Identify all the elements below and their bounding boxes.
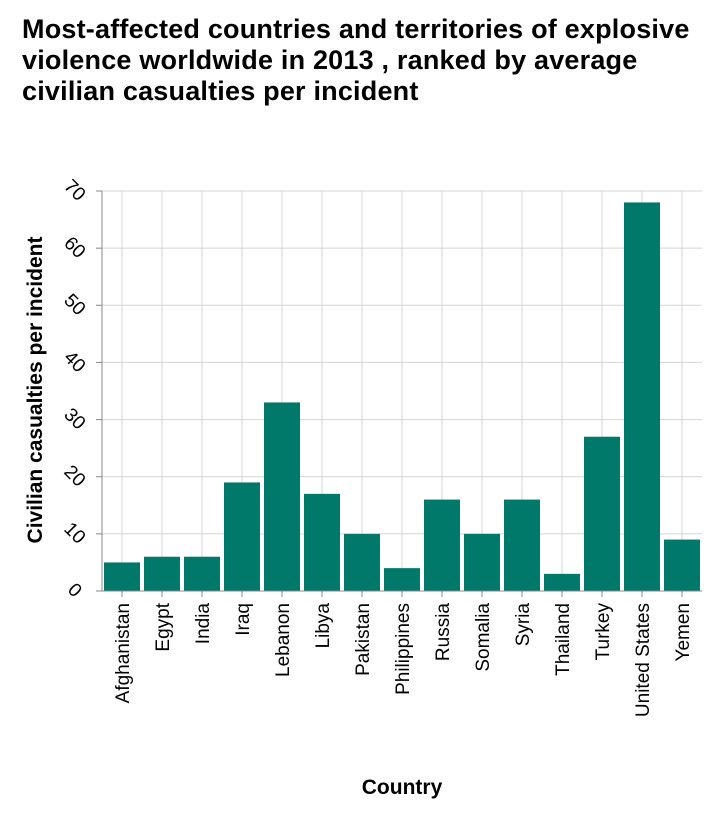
- bar-russia: [424, 499, 460, 591]
- x-tick-label: Russia: [433, 603, 454, 662]
- y-tick-label: 20: [59, 461, 89, 491]
- bar-afghanistan: [104, 562, 140, 591]
- x-tick-label: Pakistan: [353, 603, 374, 676]
- x-tick-label: Libya: [313, 603, 334, 649]
- bar-united-states: [624, 202, 660, 591]
- x-tick-label: United States: [633, 603, 654, 717]
- bar-iraq: [224, 482, 260, 591]
- y-tick-label: 40: [59, 347, 89, 377]
- x-tick-label: Yemen: [673, 603, 694, 661]
- x-tick-labels: Afghanistan Egypt India Iraq Lebanon Libya Pak…: [113, 602, 694, 717]
- y-tick-label: 10: [59, 519, 89, 549]
- bar-india: [184, 556, 220, 591]
- bars: [104, 202, 700, 591]
- x-axis-title: Country: [362, 776, 443, 799]
- bar-philippines: [384, 568, 420, 591]
- axes: [96, 190, 702, 597]
- bar-egypt: [144, 556, 180, 591]
- y-tick-labels: 0 10 20 30 40 50 60 70: [59, 176, 89, 602]
- y-tick-label: 30: [59, 404, 89, 434]
- bar-libya: [304, 493, 340, 591]
- bar-somalia: [464, 533, 500, 591]
- x-tick-label: Iraq: [233, 603, 254, 636]
- y-tick-label: 70: [59, 176, 89, 206]
- x-tick-label: India: [193, 603, 214, 645]
- x-tick-label: Syria: [513, 603, 534, 647]
- chart-title: Most-affected countries and territories …: [22, 14, 690, 106]
- y-tick-label: 0: [63, 579, 85, 601]
- x-tick-label: Turkey: [593, 603, 614, 661]
- y-tick-label: 60: [59, 233, 89, 263]
- bar-pakistan: [344, 533, 380, 591]
- bar-lebanon: [264, 402, 300, 591]
- bar-turkey: [584, 436, 620, 591]
- y-tick-label: 50: [59, 290, 89, 320]
- x-tick-label: Thailand: [553, 603, 574, 676]
- x-tick-label: Philippines: [393, 603, 414, 695]
- x-tick-label: Lebanon: [273, 603, 294, 677]
- bar-yemen: [664, 539, 700, 591]
- x-tick-label: Egypt: [153, 602, 174, 651]
- bar-syria: [504, 499, 540, 591]
- y-axis-title: Civilian casualties per incident: [24, 237, 47, 544]
- x-tick-label: Somalia: [473, 603, 494, 672]
- x-tick-label: Afghanistan: [113, 603, 134, 703]
- bar-thailand: [544, 573, 580, 591]
